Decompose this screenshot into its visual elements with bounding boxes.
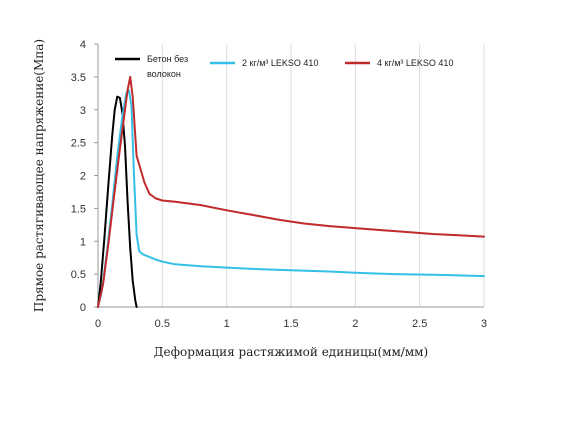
series-line-2 — [97, 89, 485, 308]
x-tick-label: 0.5 — [155, 318, 170, 330]
legend-label-3: 4 кг/м³ LEKSO 410 — [377, 58, 453, 68]
series-lines — [97, 75, 485, 308]
y-axis-title: Прямое растягивающее напряжение(Мпа) — [32, 39, 46, 312]
legend-label-1: Бетон без — [147, 54, 188, 64]
y-tick-label: 3.5 — [71, 72, 86, 84]
x-tick-label: 1.5 — [283, 318, 298, 330]
legend-label-2: 2 кг/м³ LEKSO 410 — [242, 58, 318, 68]
y-tick-label: 0 — [80, 302, 86, 314]
x-tick-label: 3 — [481, 318, 487, 330]
y-tick-label: 2 — [80, 171, 86, 183]
y-tick-label: 1.5 — [71, 203, 86, 215]
y-tick-labels: 0 0.5 1 1.5 2 2.5 3 3.5 4 — [71, 39, 98, 314]
y-tick-label: 4 — [80, 39, 86, 51]
y-tick-label: 0.5 — [71, 269, 86, 281]
x-tick-labels: 0 0.5 1 1.5 2 2.5 3 — [95, 318, 487, 330]
x-axis-title: Деформация растяжимой единицы(мм/мм) — [154, 345, 428, 359]
y-tick-label: 1 — [80, 236, 86, 248]
series-line-1 — [97, 95, 138, 308]
x-tick-label: 2 — [352, 318, 358, 330]
legend-label-1: волокон — [147, 69, 181, 79]
x-tick-label: 2.5 — [412, 318, 427, 330]
x-tick-label: 1 — [224, 318, 230, 330]
x-tick-label: 0 — [95, 318, 101, 330]
gridlines — [161, 44, 485, 307]
series-line-3 — [97, 75, 485, 308]
y-tick-label: 2.5 — [71, 138, 86, 150]
y-tick-label: 3 — [80, 105, 86, 117]
legend: Бетон без волокон 2 кг/м³ LEKSO 410 4 кг/м³… — [115, 54, 453, 79]
